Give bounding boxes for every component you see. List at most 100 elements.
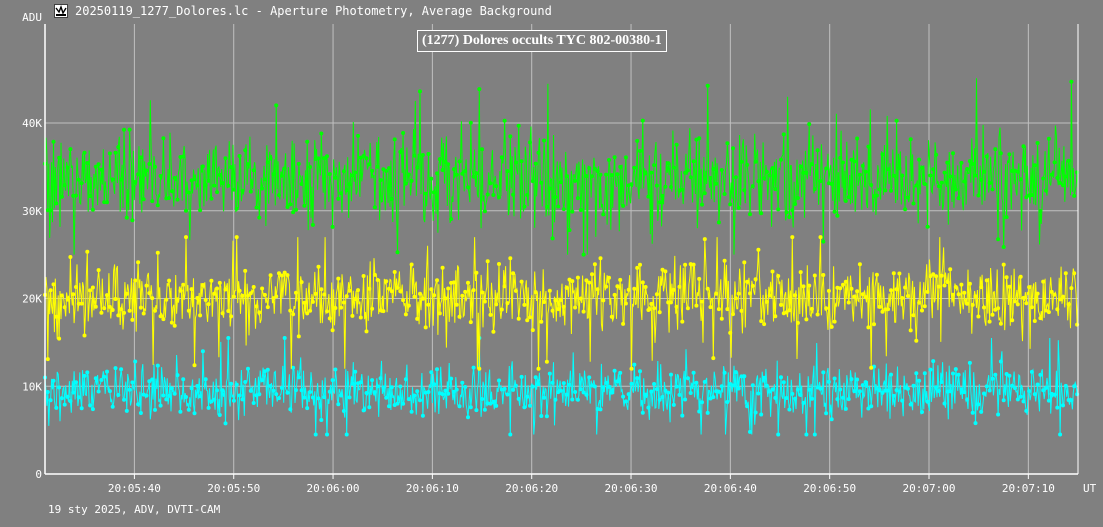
lightcurve-app-icon [54, 4, 68, 18]
data-point [88, 288, 93, 293]
data-point [716, 307, 721, 312]
data-point [494, 302, 499, 307]
data-point [313, 291, 318, 296]
data-point [322, 292, 327, 297]
data-point [257, 310, 262, 315]
data-point [781, 380, 786, 385]
data-point [570, 279, 575, 284]
data-point [353, 369, 358, 374]
data-point [65, 394, 70, 399]
data-point [762, 176, 767, 181]
data-point [51, 378, 56, 383]
data-point [432, 382, 437, 387]
data-point [575, 275, 580, 280]
data-point [74, 193, 78, 198]
data-point [1058, 297, 1063, 302]
data-point [1055, 175, 1060, 180]
data-point [398, 149, 403, 154]
data-point [931, 272, 936, 277]
data-point [395, 250, 400, 255]
data-point [223, 421, 228, 426]
data-point [502, 284, 507, 289]
data-point [948, 174, 953, 179]
data-point [685, 306, 690, 311]
data-point [705, 410, 710, 415]
data-point [945, 160, 950, 165]
data-point [925, 289, 930, 294]
data-point [756, 391, 761, 396]
data-point [508, 256, 513, 261]
data-point [282, 270, 287, 275]
data-point [866, 325, 871, 330]
data-point [824, 411, 829, 416]
data-point [652, 163, 657, 168]
data-point [525, 192, 530, 197]
data-point [542, 138, 547, 143]
data-point [812, 273, 817, 278]
data-point [147, 379, 152, 384]
data-point [96, 162, 101, 167]
data-point [499, 307, 504, 312]
data-point [144, 393, 149, 398]
data-point [192, 363, 197, 368]
data-point [1018, 394, 1023, 399]
data-point [784, 310, 789, 315]
data-point [973, 173, 978, 178]
data-point [669, 300, 673, 305]
data-point [948, 267, 953, 272]
data-point [1032, 163, 1037, 168]
data-point [364, 391, 369, 395]
data-point [691, 159, 696, 164]
data-point [533, 290, 538, 295]
data-point [615, 284, 620, 289]
data-point [609, 314, 614, 319]
data-point [764, 299, 769, 304]
data-point [389, 197, 394, 201]
data-point [234, 382, 239, 387]
data-point [736, 386, 741, 391]
data-point [559, 388, 563, 393]
data-point [432, 190, 437, 195]
data-point [124, 291, 129, 296]
data-point [536, 366, 541, 371]
data-point [192, 177, 197, 182]
data-point [96, 268, 101, 273]
data-point [731, 146, 735, 151]
data-point [629, 182, 634, 187]
data-point [1018, 274, 1023, 279]
data-point [550, 236, 555, 241]
data-point [984, 154, 989, 159]
data-point [468, 120, 473, 125]
data-point [432, 293, 437, 298]
data-point [138, 411, 143, 415]
series-line [44, 237, 1079, 369]
data-point [824, 306, 829, 311]
data-point [779, 375, 783, 380]
data-point [649, 389, 654, 394]
data-point [905, 195, 910, 200]
data-point [308, 165, 313, 169]
data-point [742, 188, 747, 193]
data-point [119, 307, 124, 312]
data-point [99, 310, 104, 315]
data-point [294, 207, 298, 212]
data-point [564, 285, 569, 290]
data-point [1001, 262, 1006, 267]
data-point [626, 287, 631, 292]
data-point [82, 150, 87, 155]
data-point [951, 371, 955, 376]
data-point [575, 397, 580, 402]
data-point [635, 265, 640, 270]
data-point [965, 397, 970, 402]
data-point [457, 314, 462, 319]
data-point [936, 184, 941, 189]
data-point [722, 258, 727, 263]
data-point [649, 301, 654, 306]
data-point [931, 359, 936, 364]
data-point [736, 291, 741, 296]
data-point [339, 191, 344, 196]
data-point [719, 316, 724, 321]
data-point [990, 312, 995, 317]
data-point [669, 372, 673, 377]
data-point [897, 389, 902, 394]
